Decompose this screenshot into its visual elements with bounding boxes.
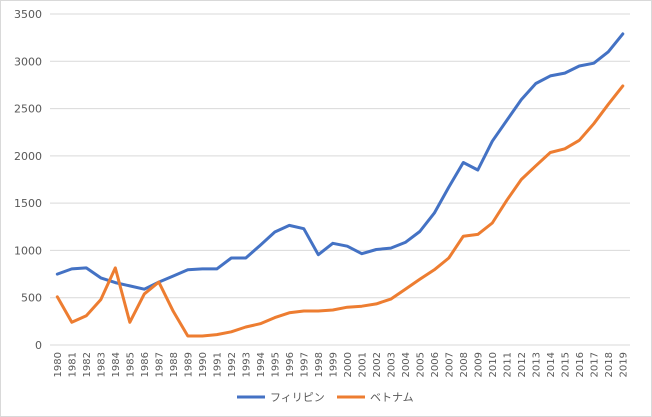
y-tick-label: 3000	[14, 55, 42, 68]
x-tick-label: 1995	[270, 352, 281, 377]
x-tick-label: 2007	[444, 352, 455, 377]
series-lines	[55, 32, 625, 338]
x-tick-label: 2006	[430, 352, 441, 377]
x-tick-label: 2004	[401, 352, 412, 377]
x-tick-label: 1980	[53, 352, 64, 377]
legend-label-0: フィリピン	[270, 391, 325, 404]
x-tick-label: 2012	[517, 352, 528, 377]
x-tick-label: 1981	[67, 352, 78, 377]
x-tick-label: 1996	[285, 352, 296, 377]
x-tick-label: 1998	[314, 352, 325, 377]
x-tick-label: 1984	[111, 352, 122, 377]
x-tick-label: 1986	[140, 352, 151, 377]
x-tick-label: 2001	[357, 352, 368, 377]
x-tick-label: 2009	[473, 352, 484, 377]
y-tick-label: 3500	[14, 8, 42, 21]
y-tick-label: 0	[35, 339, 42, 352]
x-axis-ticks: 1980 1981 1982 1983 1984 1985 1986 1987 1988 1989…	[53, 352, 630, 377]
y-tick-label: 1000	[14, 244, 42, 257]
x-tick-label: 1985	[125, 352, 136, 377]
x-tick-label: 2019	[618, 352, 629, 377]
x-tick-label: 1987	[154, 352, 165, 377]
x-tick-label: 1993	[241, 352, 252, 377]
x-tick-label: 1992	[227, 352, 238, 377]
series-line-0	[55, 32, 625, 291]
x-tick-label: 1982	[82, 352, 93, 377]
x-tick-label: 2015	[560, 352, 571, 377]
y-tick-label: 1500	[14, 197, 42, 210]
x-tick-label: 1983	[96, 352, 107, 377]
x-tick-label: 2014	[546, 352, 557, 377]
x-tick-label: 1988	[169, 352, 180, 377]
x-tick-label: 2011	[502, 352, 513, 377]
legend-label-1: ベトナム	[370, 391, 414, 404]
x-tick-label: 1999	[328, 352, 339, 377]
x-tick-label: 2018	[604, 352, 615, 377]
y-tick-label: 2000	[14, 150, 42, 163]
x-tick-label: 1989	[183, 352, 194, 377]
series-line-1	[55, 84, 625, 338]
x-tick-label: 2010	[488, 352, 499, 377]
gridlines	[50, 13, 630, 346]
x-tick-label: 1994	[256, 352, 267, 377]
x-tick-label: 2000	[343, 352, 354, 377]
x-tick-label: 1990	[198, 352, 209, 377]
x-tick-label: 1997	[299, 352, 310, 377]
x-tick-label: 2016	[575, 352, 586, 377]
x-tick-label: 1991	[212, 352, 223, 377]
y-tick-label: 2500	[14, 103, 42, 116]
y-tick-label: 500	[21, 292, 42, 305]
x-tick-label: 2005	[415, 352, 426, 377]
x-tick-label: 2003	[386, 352, 397, 377]
x-tick-label: 2002	[372, 352, 383, 377]
legend: フィリピン ベトナム	[237, 391, 414, 404]
x-tick-label: 2017	[589, 352, 600, 377]
x-tick-label: 2008	[459, 352, 470, 377]
x-tick-label: 2013	[531, 352, 542, 377]
y-axis-ticks: 0 500 1000 1500 2000 2500 3000 3500	[14, 8, 42, 352]
